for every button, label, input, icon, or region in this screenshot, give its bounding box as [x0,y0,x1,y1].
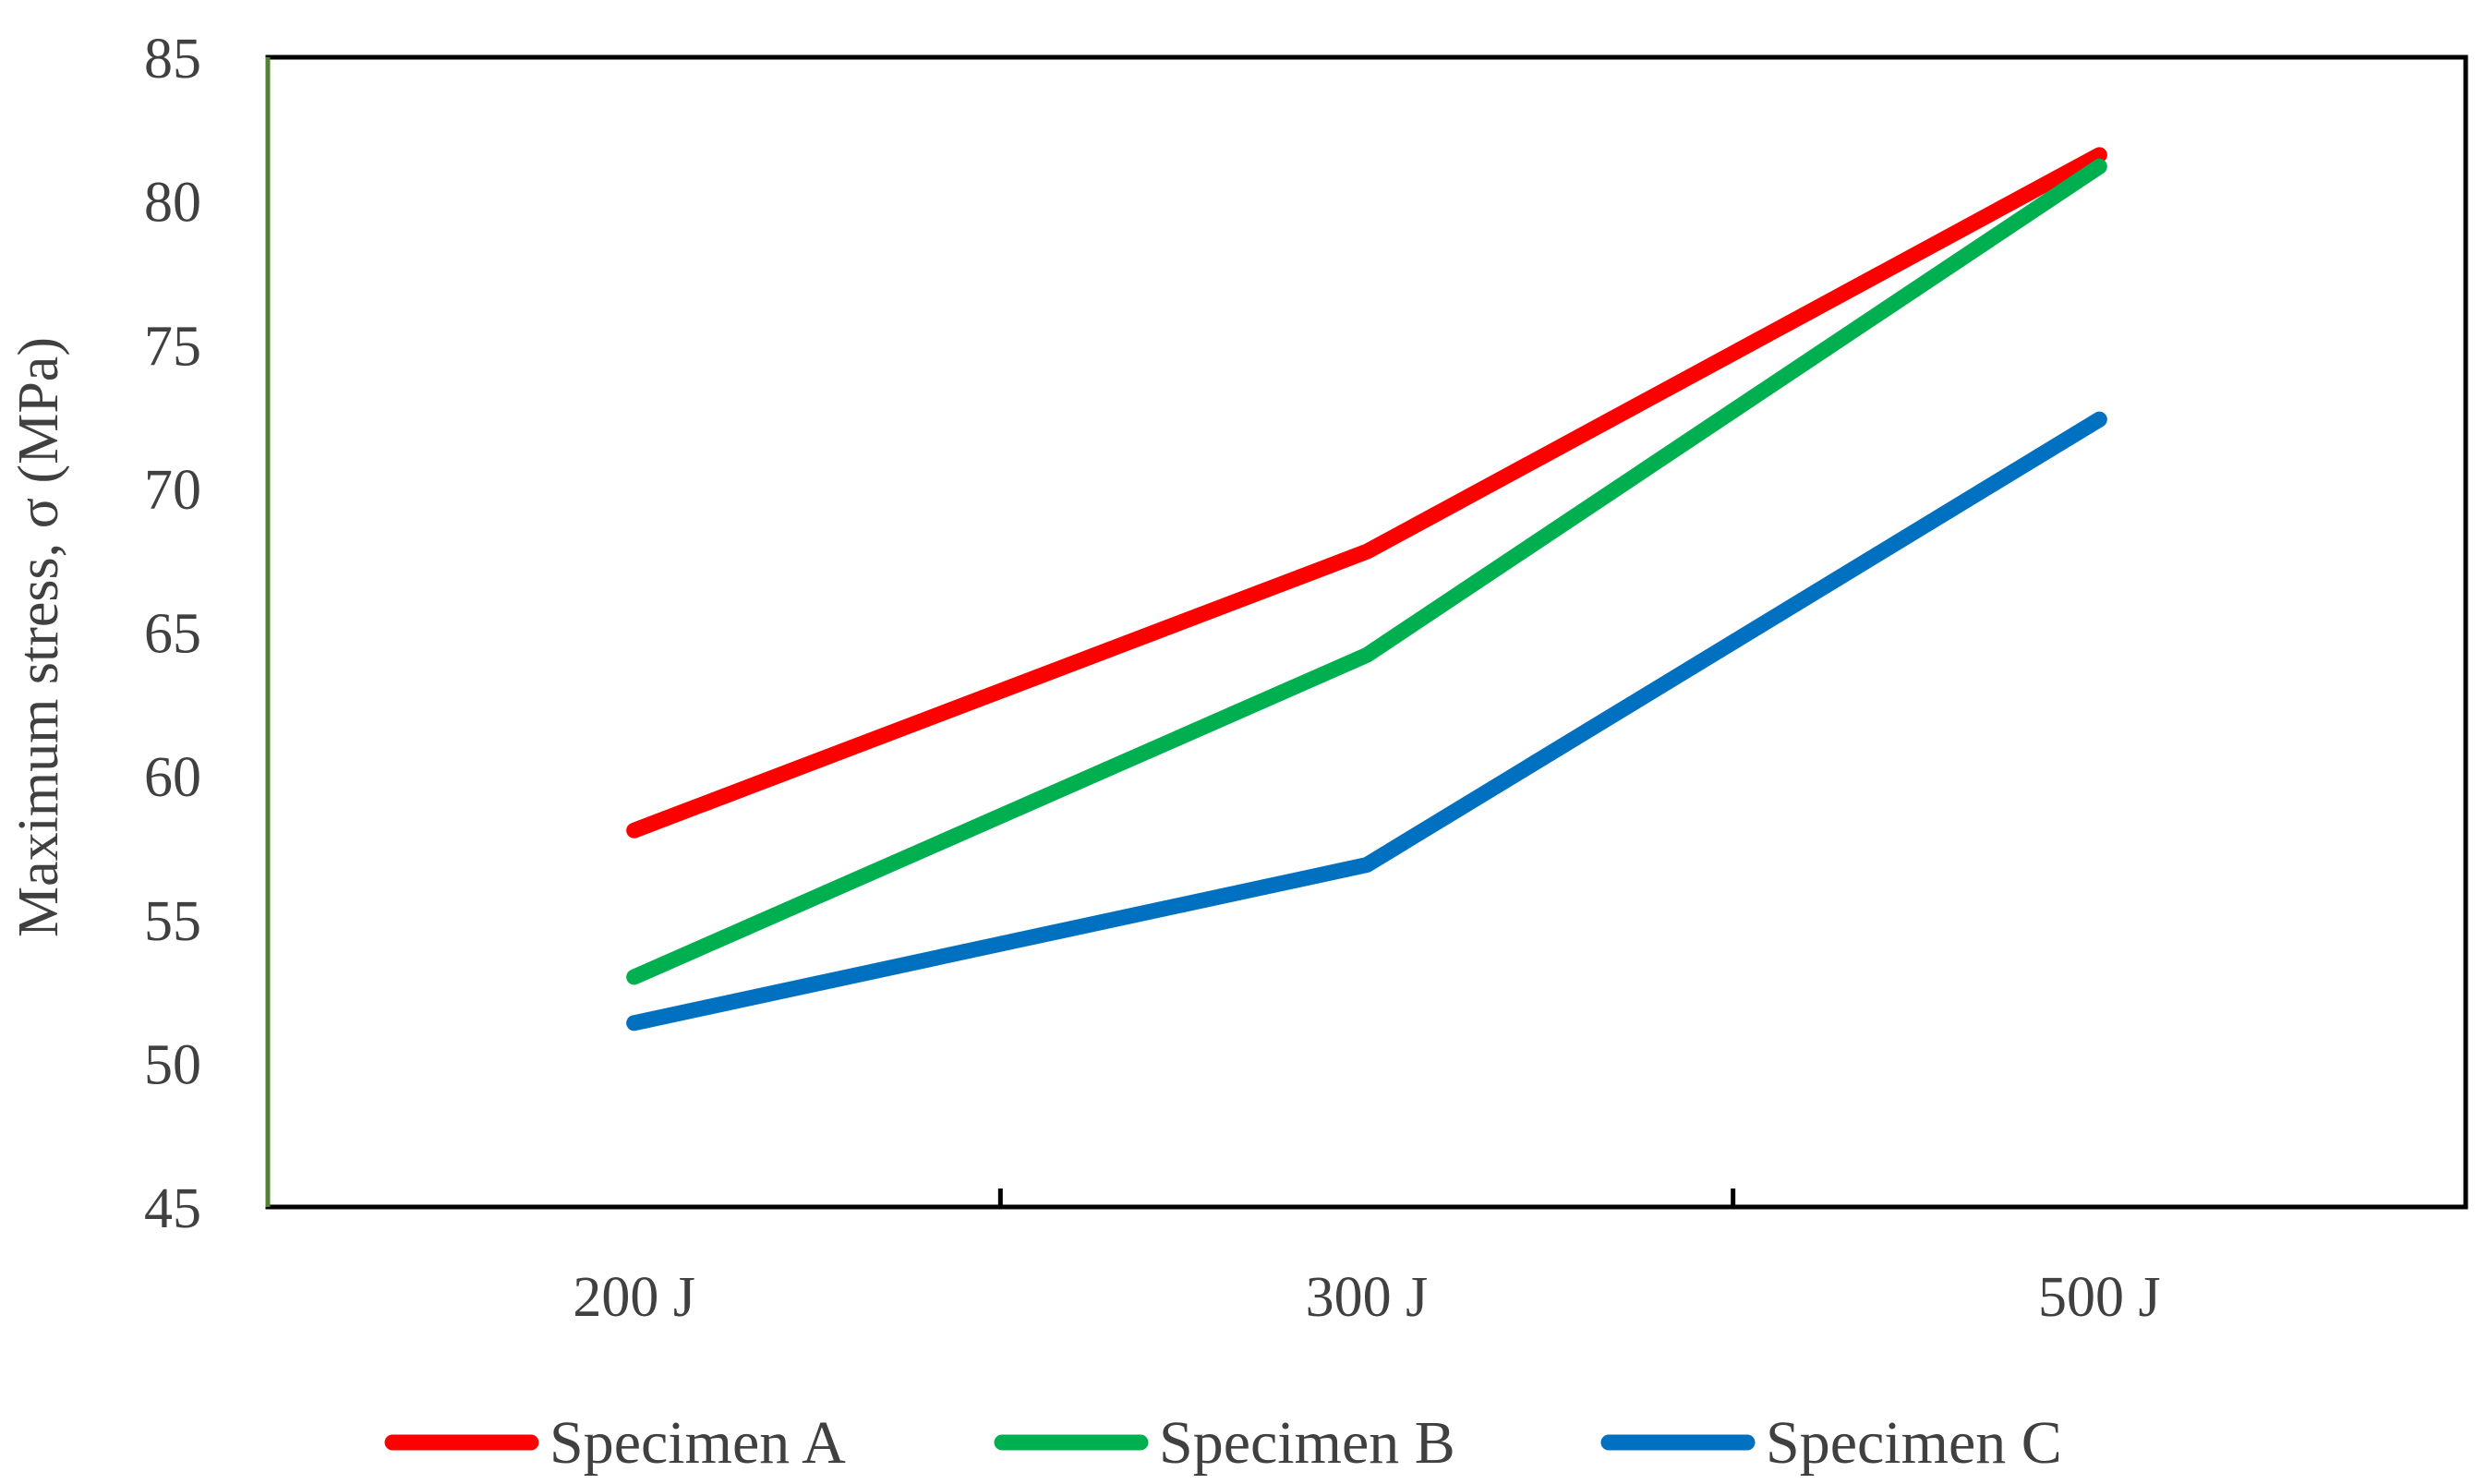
y-axis-tick-label: 50 [144,1033,201,1096]
legend-label: Specimen A [549,1409,846,1477]
y-axis-tick-label: 75 [144,315,201,378]
y-axis-tick-label: 70 [144,459,201,522]
x-axis-ticks [997,1188,1736,1207]
y-axis-title: Maximum stress, σ (MPa) [7,337,70,937]
legend: Specimen A Specimen B Specimen C [384,1409,2062,1477]
y-axis-tick-label: 45 [144,1177,201,1240]
y-axis-tick-label: 55 [144,890,201,953]
y-axis-tick-label: 65 [144,603,201,666]
y-axis-tick-labels: 45 50 55 60 65 70 75 80 85 [144,28,201,1240]
plot-area [265,54,2468,1210]
x-axis-tick-label: 200 J [573,1266,695,1329]
y-axis-tick-label: 85 [144,28,201,90]
x-axis-tick-label: 500 J [2038,1266,2161,1329]
x-axis-tick-label: 300 J [1306,1266,1429,1329]
legend-label: Specimen B [1159,1409,1455,1477]
series-lines [626,147,2107,1032]
plot-frame [265,54,2468,1210]
legend-label: Specimen C [1766,1409,2062,1477]
series-line-specimen-b [626,158,2107,985]
series-line-specimen-a [626,147,2107,839]
x-axis-tick-labels: 200 J 300 J 500 J [573,1266,2160,1329]
series-line-specimen-c [626,411,2107,1032]
y-axis-tick-label: 80 [144,172,201,235]
y-axis-tick-label: 60 [144,746,201,809]
